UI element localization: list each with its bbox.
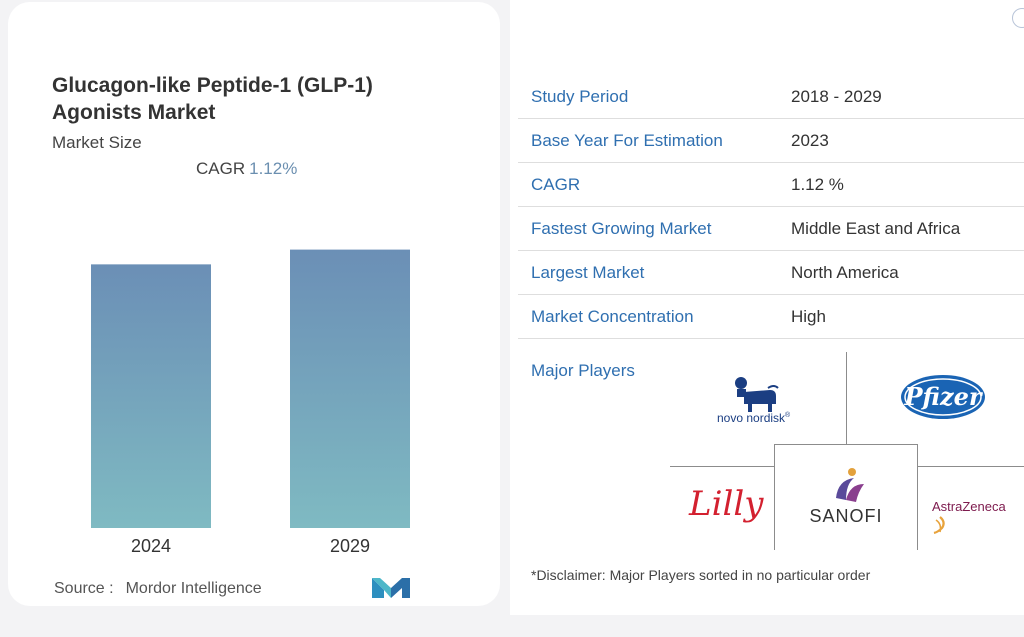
- corner-circle-icon[interactable]: [1012, 8, 1024, 28]
- chart-subtitle: Market Size: [52, 133, 142, 152]
- bar-chart: 2024 2029: [91, 249, 410, 556]
- summary-value: North America: [791, 250, 1024, 295]
- x-tick-label: 2029: [330, 536, 370, 556]
- sanofi-logo: SANOFI: [800, 466, 892, 532]
- summary-value: 1.12 %: [791, 162, 1024, 207]
- astrazeneca-wordmark: AstraZeneca: [932, 499, 1006, 514]
- pfizer-logo: Pfizer: [898, 372, 988, 422]
- summary-key: CAGR: [518, 162, 791, 207]
- major-players-label: Major Players: [531, 361, 635, 380]
- summary-row: Market Concentration High: [518, 294, 1024, 339]
- summary-row: Fastest Growing Market Middle East and Af…: [518, 206, 1024, 251]
- astrazeneca-logo: AstraZeneca: [932, 498, 1024, 536]
- summary-key: Fastest Growing Market: [518, 206, 791, 251]
- x-tick-label: 2024: [131, 536, 171, 556]
- pfizer-wordmark: Pfizer: [904, 382, 982, 411]
- sanofi-wordmark: SANOFI: [809, 506, 883, 526]
- grid-divider: [670, 466, 774, 467]
- grid-divider: [918, 466, 1024, 467]
- cagr-caption: CAGR 1.12%: [196, 159, 297, 179]
- chart-title: Glucagon-like Peptide-1 (GLP-1) Agonists…: [52, 74, 373, 124]
- source-label: Source :: [54, 580, 114, 597]
- bar-2024: [91, 264, 211, 528]
- players-disclaimer: *Disclaimer: Major Players sorted in no …: [531, 567, 871, 583]
- novo-nordisk-wordmark: novo nordisk: [717, 411, 786, 425]
- chart-card: [8, 2, 500, 606]
- summary-row: Study Period 2018 - 2029: [518, 75, 1024, 119]
- summary-value: 2023: [791, 118, 1024, 163]
- summary-value: Middle East and Africa: [791, 206, 1024, 251]
- summary-key: Market Concentration: [518, 294, 791, 339]
- novo-registered-mark: ®: [785, 412, 791, 419]
- summary-key: Study Period: [518, 75, 791, 119]
- summary-value: 2018 - 2029: [791, 75, 1024, 119]
- sanofi-swoosh-icon: [836, 468, 864, 502]
- summary-value: High: [791, 294, 1024, 339]
- pfizer-oval-icon: [901, 375, 985, 419]
- summary-row: Largest Market North America: [518, 250, 1024, 295]
- summary-key: Largest Market: [518, 250, 791, 295]
- sanofi-cell: [774, 444, 918, 550]
- novo-nordisk-logo: novo nordisk®: [708, 374, 808, 430]
- mordor-logo-icon: [372, 578, 410, 598]
- novo-bull-icon: [735, 377, 779, 412]
- bar-2029: [290, 249, 410, 528]
- lilly-logo: Lilly: [689, 484, 764, 524]
- astrazeneca-symbol-icon: [933, 516, 945, 535]
- cagr-label: CAGR: [196, 159, 246, 178]
- summary-row: Base Year For Estimation 2023: [518, 118, 1024, 163]
- source-line: Source : Mordor Intelligence: [54, 580, 262, 598]
- summary-row: CAGR 1.12 %: [518, 162, 1024, 207]
- grid-divider: [846, 352, 847, 444]
- summary-table: Study Period 2018 - 2029 Base Year For Est…: [518, 75, 1024, 339]
- summary-key: Base Year For Estimation: [518, 118, 791, 163]
- cagr-value: 1.12%: [249, 159, 298, 178]
- source-name: Mordor Intelligence: [125, 580, 262, 597]
